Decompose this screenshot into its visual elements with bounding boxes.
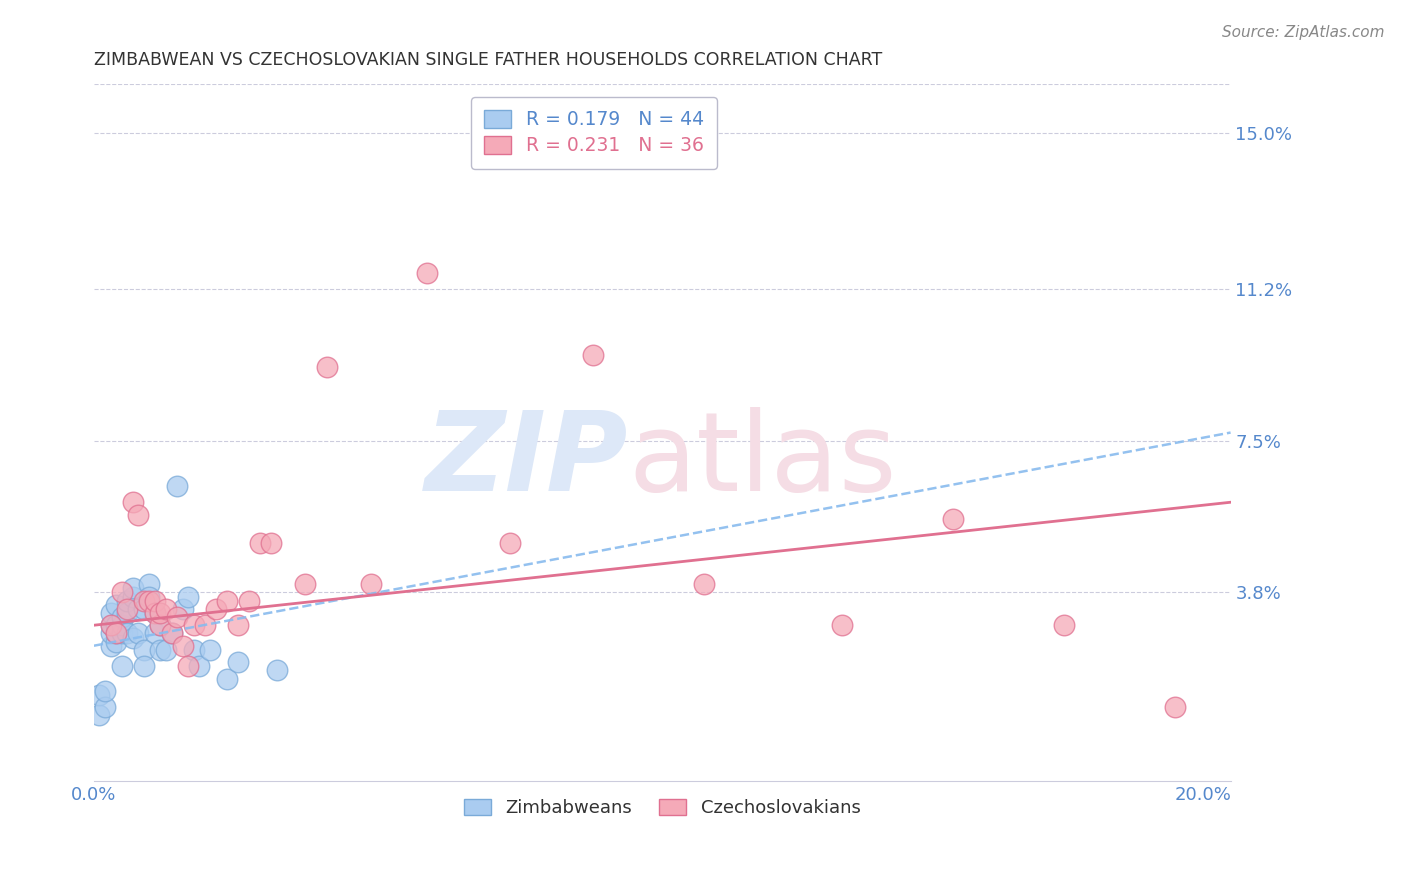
Point [111, 659, 134, 673]
Point [226, 618, 249, 632]
Point [205, 602, 228, 616]
Point [194, 618, 217, 632]
Point [215, 672, 238, 686]
Point [94, 700, 117, 714]
Point [149, 606, 172, 620]
Point [111, 618, 134, 632]
Point [315, 359, 337, 374]
Point [138, 590, 160, 604]
Point [100, 639, 122, 653]
Point [132, 593, 155, 607]
Point [200, 642, 222, 657]
Point [172, 602, 194, 616]
Point [100, 618, 122, 632]
Point [105, 626, 128, 640]
Point [132, 642, 155, 657]
Point [100, 626, 122, 640]
Point [127, 602, 149, 616]
Legend: Zimbabweans, Czechoslovakians: Zimbabweans, Czechoslovakians [457, 791, 868, 824]
Point [360, 577, 382, 591]
Point [132, 659, 155, 673]
Text: ZIP: ZIP [425, 407, 628, 514]
Point [105, 598, 128, 612]
Point [121, 495, 143, 509]
Point [149, 642, 172, 657]
Point [121, 590, 143, 604]
Point [121, 582, 143, 596]
Point [105, 626, 128, 640]
Point [143, 626, 166, 640]
Point [127, 626, 149, 640]
Text: atlas: atlas [628, 407, 897, 514]
Point [172, 639, 194, 653]
Point [105, 634, 128, 648]
Point [226, 655, 249, 669]
Point [188, 659, 211, 673]
Point [155, 642, 177, 657]
Point [132, 602, 155, 616]
Point [238, 593, 260, 607]
Point [115, 602, 138, 616]
Point [115, 593, 138, 607]
Point [111, 626, 134, 640]
Point [183, 642, 205, 657]
Point [127, 508, 149, 522]
Point [121, 631, 143, 645]
Point [143, 593, 166, 607]
Point [155, 602, 177, 616]
Point [149, 618, 172, 632]
Point [115, 606, 138, 620]
Point [149, 618, 172, 632]
Point [415, 266, 437, 280]
Point [215, 593, 238, 607]
Point [89, 708, 111, 723]
Point [499, 536, 522, 550]
Point [166, 610, 188, 624]
Point [166, 479, 188, 493]
Point [100, 618, 122, 632]
Point [177, 590, 200, 604]
Point [160, 626, 183, 640]
Point [138, 577, 160, 591]
Point [1053, 618, 1076, 632]
Point [177, 659, 200, 673]
Text: ZIMBABWEAN VS CZECHOSLOVAKIAN SINGLE FATHER HOUSEHOLDS CORRELATION CHART: ZIMBABWEAN VS CZECHOSLOVAKIAN SINGLE FAT… [94, 51, 882, 69]
Point [143, 606, 166, 620]
Point [942, 511, 965, 525]
Point [294, 577, 316, 591]
Point [143, 606, 166, 620]
Point [249, 536, 271, 550]
Point [831, 618, 853, 632]
Point [183, 618, 205, 632]
Point [115, 626, 138, 640]
Point [266, 663, 288, 677]
Point [100, 606, 122, 620]
Point [138, 593, 160, 607]
Point [160, 626, 183, 640]
Point [111, 585, 134, 599]
Text: Source: ZipAtlas.com: Source: ZipAtlas.com [1222, 25, 1385, 40]
Point [89, 688, 111, 702]
Point [94, 683, 117, 698]
Point [105, 618, 128, 632]
Point [1164, 700, 1187, 714]
Point [582, 348, 605, 362]
Point [693, 577, 716, 591]
Point [111, 610, 134, 624]
Point [260, 536, 283, 550]
